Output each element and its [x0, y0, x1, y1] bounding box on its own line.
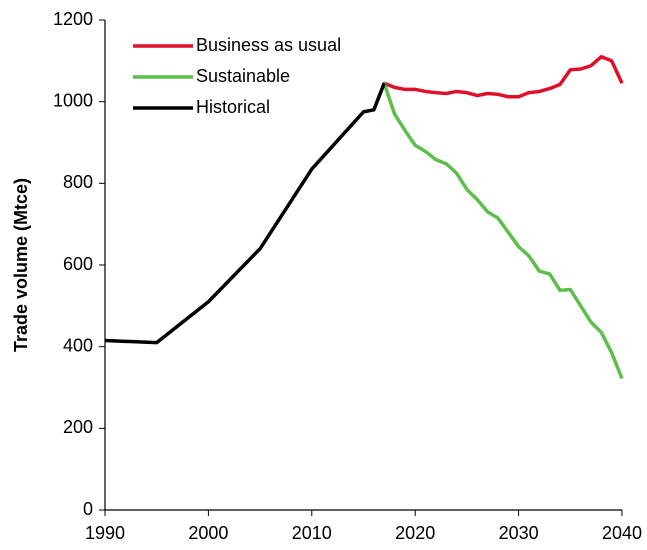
x-tick-label: 2030 — [499, 523, 539, 543]
y-tick-label: 1000 — [53, 90, 93, 110]
series-line — [104, 82, 386, 345]
x-tick-label: 1990 — [85, 523, 125, 543]
x-tick-label: 2010 — [292, 523, 332, 543]
series-line — [383, 55, 624, 99]
y-tick-label: 1200 — [53, 9, 93, 29]
x-tick-label: 2020 — [395, 523, 435, 543]
x-tick-label: 2040 — [602, 523, 642, 543]
legend-label: Business as usual — [196, 35, 341, 55]
y-axis-label: Trade volume (Mtce) — [11, 178, 31, 352]
y-tick-label: 400 — [63, 335, 93, 355]
legend-label: Historical — [196, 97, 270, 117]
y-tick-label: 600 — [63, 254, 93, 274]
y-tick-label: 200 — [63, 417, 93, 437]
legend-label: Sustainable — [196, 66, 290, 86]
series-line — [372, 81, 624, 380]
y-tick-label: 0 — [83, 499, 93, 519]
x-tick-label: 2000 — [188, 523, 228, 543]
y-tick-label: 800 — [63, 172, 93, 192]
